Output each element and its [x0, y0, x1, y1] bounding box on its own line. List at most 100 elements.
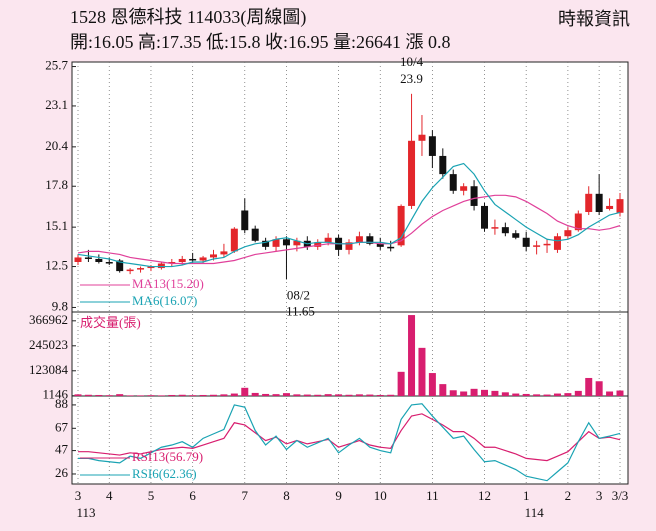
- volume-bar: [126, 395, 134, 396]
- source: 時報資訊: [558, 9, 630, 29]
- volume-bar: [293, 394, 301, 396]
- candle-body: [116, 260, 124, 272]
- volume-bar: [606, 391, 614, 396]
- volume-bar: [491, 390, 499, 396]
- candle-body: [439, 155, 447, 175]
- volume-bar: [366, 394, 374, 396]
- y-tick-label: 20.4: [45, 138, 68, 153]
- candle-body: [95, 258, 103, 262]
- candle-body: [210, 254, 217, 258]
- volume-bar: [262, 393, 270, 396]
- volume-bar: [574, 390, 582, 396]
- candle-body: [355, 236, 363, 243]
- volume-bar: [282, 393, 290, 396]
- x-tick-label: 8: [283, 488, 290, 503]
- x-tick-label: 10: [374, 488, 387, 503]
- y-tick-label: 25.7: [45, 58, 68, 73]
- x-tick-label: 4: [106, 488, 113, 503]
- volume-bar: [387, 394, 395, 396]
- volume-bar: [220, 394, 228, 396]
- x-tick-label: 3: [75, 488, 82, 503]
- y-tick-label: 366962: [29, 312, 68, 327]
- volume-bar: [553, 393, 561, 396]
- candle-body: [74, 257, 82, 262]
- candle-body: [282, 239, 290, 246]
- volume-bar: [460, 391, 468, 396]
- candle-body: [574, 213, 582, 231]
- candle-body: [105, 262, 113, 264]
- volume-bar: [157, 395, 165, 396]
- volume-bar: [397, 371, 405, 396]
- candle-body: [84, 257, 92, 259]
- volume-bar: [303, 394, 311, 396]
- volume-bar: [512, 393, 520, 396]
- candle-body: [345, 242, 353, 250]
- volume-bar: [585, 377, 593, 396]
- candle-body: [366, 236, 374, 244]
- candle-body: [585, 193, 593, 212]
- volume-bar: [408, 315, 416, 396]
- volume-bar: [147, 395, 155, 396]
- annotation: 08/2: [287, 287, 310, 302]
- candle-body: [126, 269, 134, 272]
- chart-title: 1528 恩德科技 114033(周線圖): [70, 7, 306, 28]
- x-year-label: 113: [76, 505, 95, 520]
- series-line: [78, 403, 621, 482]
- candle-body: [606, 205, 614, 209]
- volume-bar: [314, 394, 322, 396]
- y-tick-label: 12.5: [45, 258, 68, 273]
- candle-body: [501, 227, 509, 234]
- candle-body: [595, 193, 603, 212]
- candle-body: [324, 237, 332, 243]
- volume-bar: [241, 387, 249, 396]
- x-tick-label: 1: [523, 488, 530, 503]
- candle-body: [449, 174, 457, 191]
- annotation: 11.65: [286, 303, 315, 318]
- volume-bar: [543, 394, 551, 396]
- x-tick-label: 3/3: [612, 488, 629, 503]
- legend-label: RSI13(56.79): [132, 449, 203, 464]
- volume-bar: [564, 393, 572, 396]
- candle-body: [553, 236, 561, 250]
- y-tick-label: 245023: [29, 337, 68, 352]
- rsi-panel: [71, 395, 629, 485]
- series-line: [77, 162, 621, 268]
- volume-bar: [251, 392, 259, 396]
- y-tick-label: 88: [55, 396, 68, 411]
- candle-body: [147, 266, 155, 269]
- candle-body: [137, 268, 145, 270]
- price-panel: [71, 61, 629, 313]
- volume-bar: [345, 394, 353, 396]
- volume-bar: [501, 392, 509, 396]
- candle-body: [418, 134, 426, 141]
- candle-body: [564, 230, 572, 237]
- legend-label: MA6(16.07): [132, 293, 197, 308]
- volume-bar: [439, 384, 447, 396]
- legend-label: RSI6(62.36): [132, 466, 197, 481]
- x-tick-label: 6: [189, 488, 196, 503]
- y-tick-label: 23.1: [45, 97, 68, 112]
- candle-body: [470, 186, 478, 206]
- candle-body: [481, 205, 488, 229]
- volume-bar: [230, 393, 238, 396]
- candle-body: [251, 228, 259, 241]
- volume-bar: [595, 381, 603, 396]
- x-tick-label: 3: [596, 488, 603, 503]
- candle-body: [157, 263, 165, 269]
- legend-label: MA13(15.20): [132, 276, 204, 291]
- panel-title: 成交量(張): [80, 315, 141, 330]
- x-tick-label: 11: [426, 488, 439, 503]
- volume-bar: [616, 390, 624, 396]
- candle-body: [168, 262, 176, 264]
- volume-bar: [168, 394, 176, 396]
- candle-body: [314, 242, 322, 247]
- candle-body: [272, 239, 280, 247]
- x-year-label: 114: [525, 505, 545, 520]
- volume-bar: [481, 389, 488, 396]
- volume-bar: [272, 394, 280, 396]
- volume-panel: [71, 311, 629, 397]
- annotation: 23.9: [400, 71, 423, 86]
- candle-body: [178, 258, 186, 262]
- candle-body: [293, 240, 301, 246]
